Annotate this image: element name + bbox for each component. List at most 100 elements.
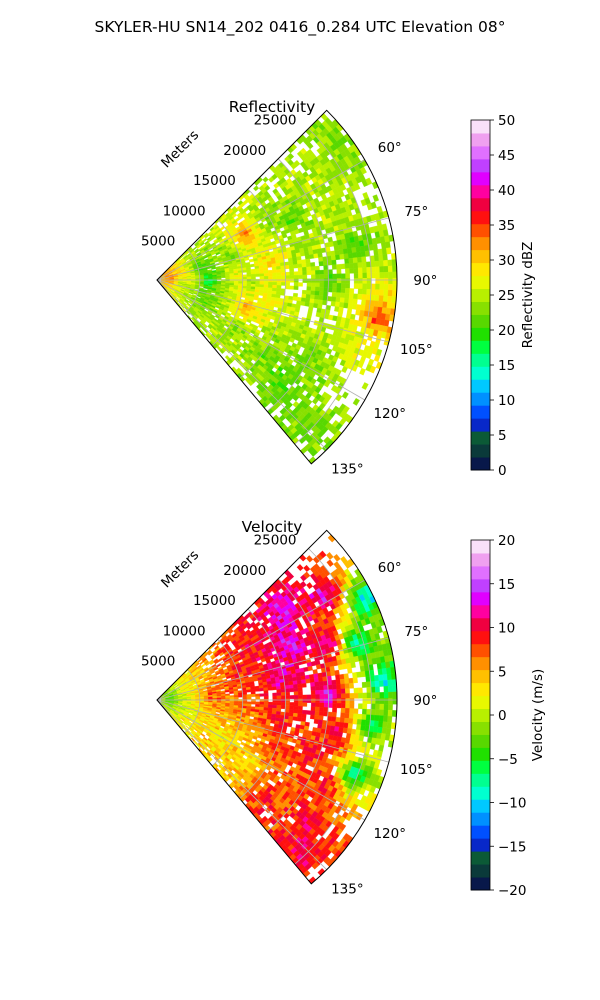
field-cell <box>253 185 260 192</box>
colorbar-tick-label: 0 <box>498 463 507 479</box>
field-cell <box>331 292 337 298</box>
field-cell <box>259 698 265 703</box>
colorbar-segment <box>471 366 490 380</box>
field-cell <box>370 289 376 296</box>
field-cell <box>272 704 278 709</box>
field-cell <box>306 142 314 150</box>
field-cell <box>242 701 248 705</box>
field-cell <box>293 275 299 280</box>
angle-tick-label: 90° <box>413 273 437 289</box>
field-cell <box>272 695 278 700</box>
field-cell <box>313 253 319 259</box>
field-cell <box>305 294 311 299</box>
field-cell <box>203 278 209 280</box>
field-cell <box>255 693 260 697</box>
field-cell <box>298 698 303 703</box>
field-cell <box>263 704 269 708</box>
field-cell <box>375 272 380 279</box>
colorbar-tick-label: 15 <box>498 358 515 374</box>
field-cell <box>276 701 282 706</box>
field-cell <box>289 268 295 273</box>
colorbar-tick-label: 30 <box>498 253 515 269</box>
radial-tick-label: 15000 <box>193 173 236 189</box>
field-cell <box>340 263 346 270</box>
field-cell <box>310 266 316 271</box>
field-cell <box>268 704 273 709</box>
field-cell <box>319 282 325 288</box>
field-cell <box>259 273 265 277</box>
field-cell <box>263 273 269 277</box>
field-cell <box>387 265 393 273</box>
field-cell <box>212 697 218 700</box>
field-cell <box>317 303 323 309</box>
field-cell <box>293 285 299 290</box>
field-cell <box>287 152 295 160</box>
field-cell <box>284 688 290 693</box>
field-cell <box>317 252 323 258</box>
field-cell <box>356 251 362 258</box>
field-cell <box>379 277 385 285</box>
field-cell <box>348 298 354 305</box>
colorbar-tick-label: 35 <box>498 218 515 234</box>
field-cell <box>306 278 312 283</box>
field-cell <box>317 299 324 305</box>
field-cell <box>289 705 295 710</box>
field-cell <box>276 288 282 292</box>
field-cell <box>313 303 319 309</box>
field-cell <box>352 257 358 264</box>
colorbar-segment <box>471 379 490 393</box>
colorbar-segment <box>471 262 490 277</box>
field-cell <box>379 283 385 291</box>
field-cell <box>292 260 298 265</box>
field-cell <box>254 268 260 272</box>
field-cell <box>267 269 273 274</box>
field-cell <box>379 289 385 296</box>
field-cell <box>336 278 342 284</box>
field-cell <box>246 281 252 285</box>
colorbar-segment <box>471 223 490 238</box>
field-cell <box>246 283 252 287</box>
field-cell <box>293 264 299 269</box>
field-cell <box>262 684 268 689</box>
colorbar-tick-label: 40 <box>498 183 515 199</box>
field-cell <box>313 299 319 305</box>
field-cell <box>280 688 286 693</box>
field-cell <box>250 693 256 697</box>
colorbar-segment <box>471 314 490 328</box>
field-cell <box>352 298 358 305</box>
field-cell <box>346 308 353 315</box>
field-cell <box>293 684 299 689</box>
field-cell <box>318 291 324 297</box>
field-cell <box>212 277 218 280</box>
colorbar-segment <box>471 431 490 445</box>
field-cell <box>310 270 316 275</box>
field-cell <box>246 689 252 693</box>
field-cell <box>276 269 282 273</box>
field-cell <box>370 283 376 290</box>
field-cell <box>268 281 273 286</box>
field-cell <box>332 273 338 279</box>
velocity-panel: Velocity 50001000015000200002500060°75°9… <box>141 518 546 899</box>
field-cell <box>361 382 369 390</box>
field-cell <box>276 698 282 703</box>
field-cell <box>288 712 294 717</box>
field-cell <box>246 694 252 698</box>
field-cell <box>386 247 392 255</box>
field-cell <box>366 272 372 279</box>
field-cell <box>297 267 303 272</box>
colorbar-segment <box>471 288 490 302</box>
field-cell <box>233 694 239 698</box>
field-cell <box>233 274 239 278</box>
field-cell <box>372 194 379 202</box>
field-cell <box>311 274 316 279</box>
field-cell <box>263 270 269 274</box>
field-cell <box>272 284 278 289</box>
field-cell <box>233 277 239 280</box>
field-cell <box>310 286 316 292</box>
field-cell <box>302 266 307 272</box>
field-cell <box>251 276 256 280</box>
field-cell <box>356 304 362 311</box>
field-cell <box>341 278 346 284</box>
field-cell <box>229 277 235 280</box>
field-cell <box>378 301 384 308</box>
